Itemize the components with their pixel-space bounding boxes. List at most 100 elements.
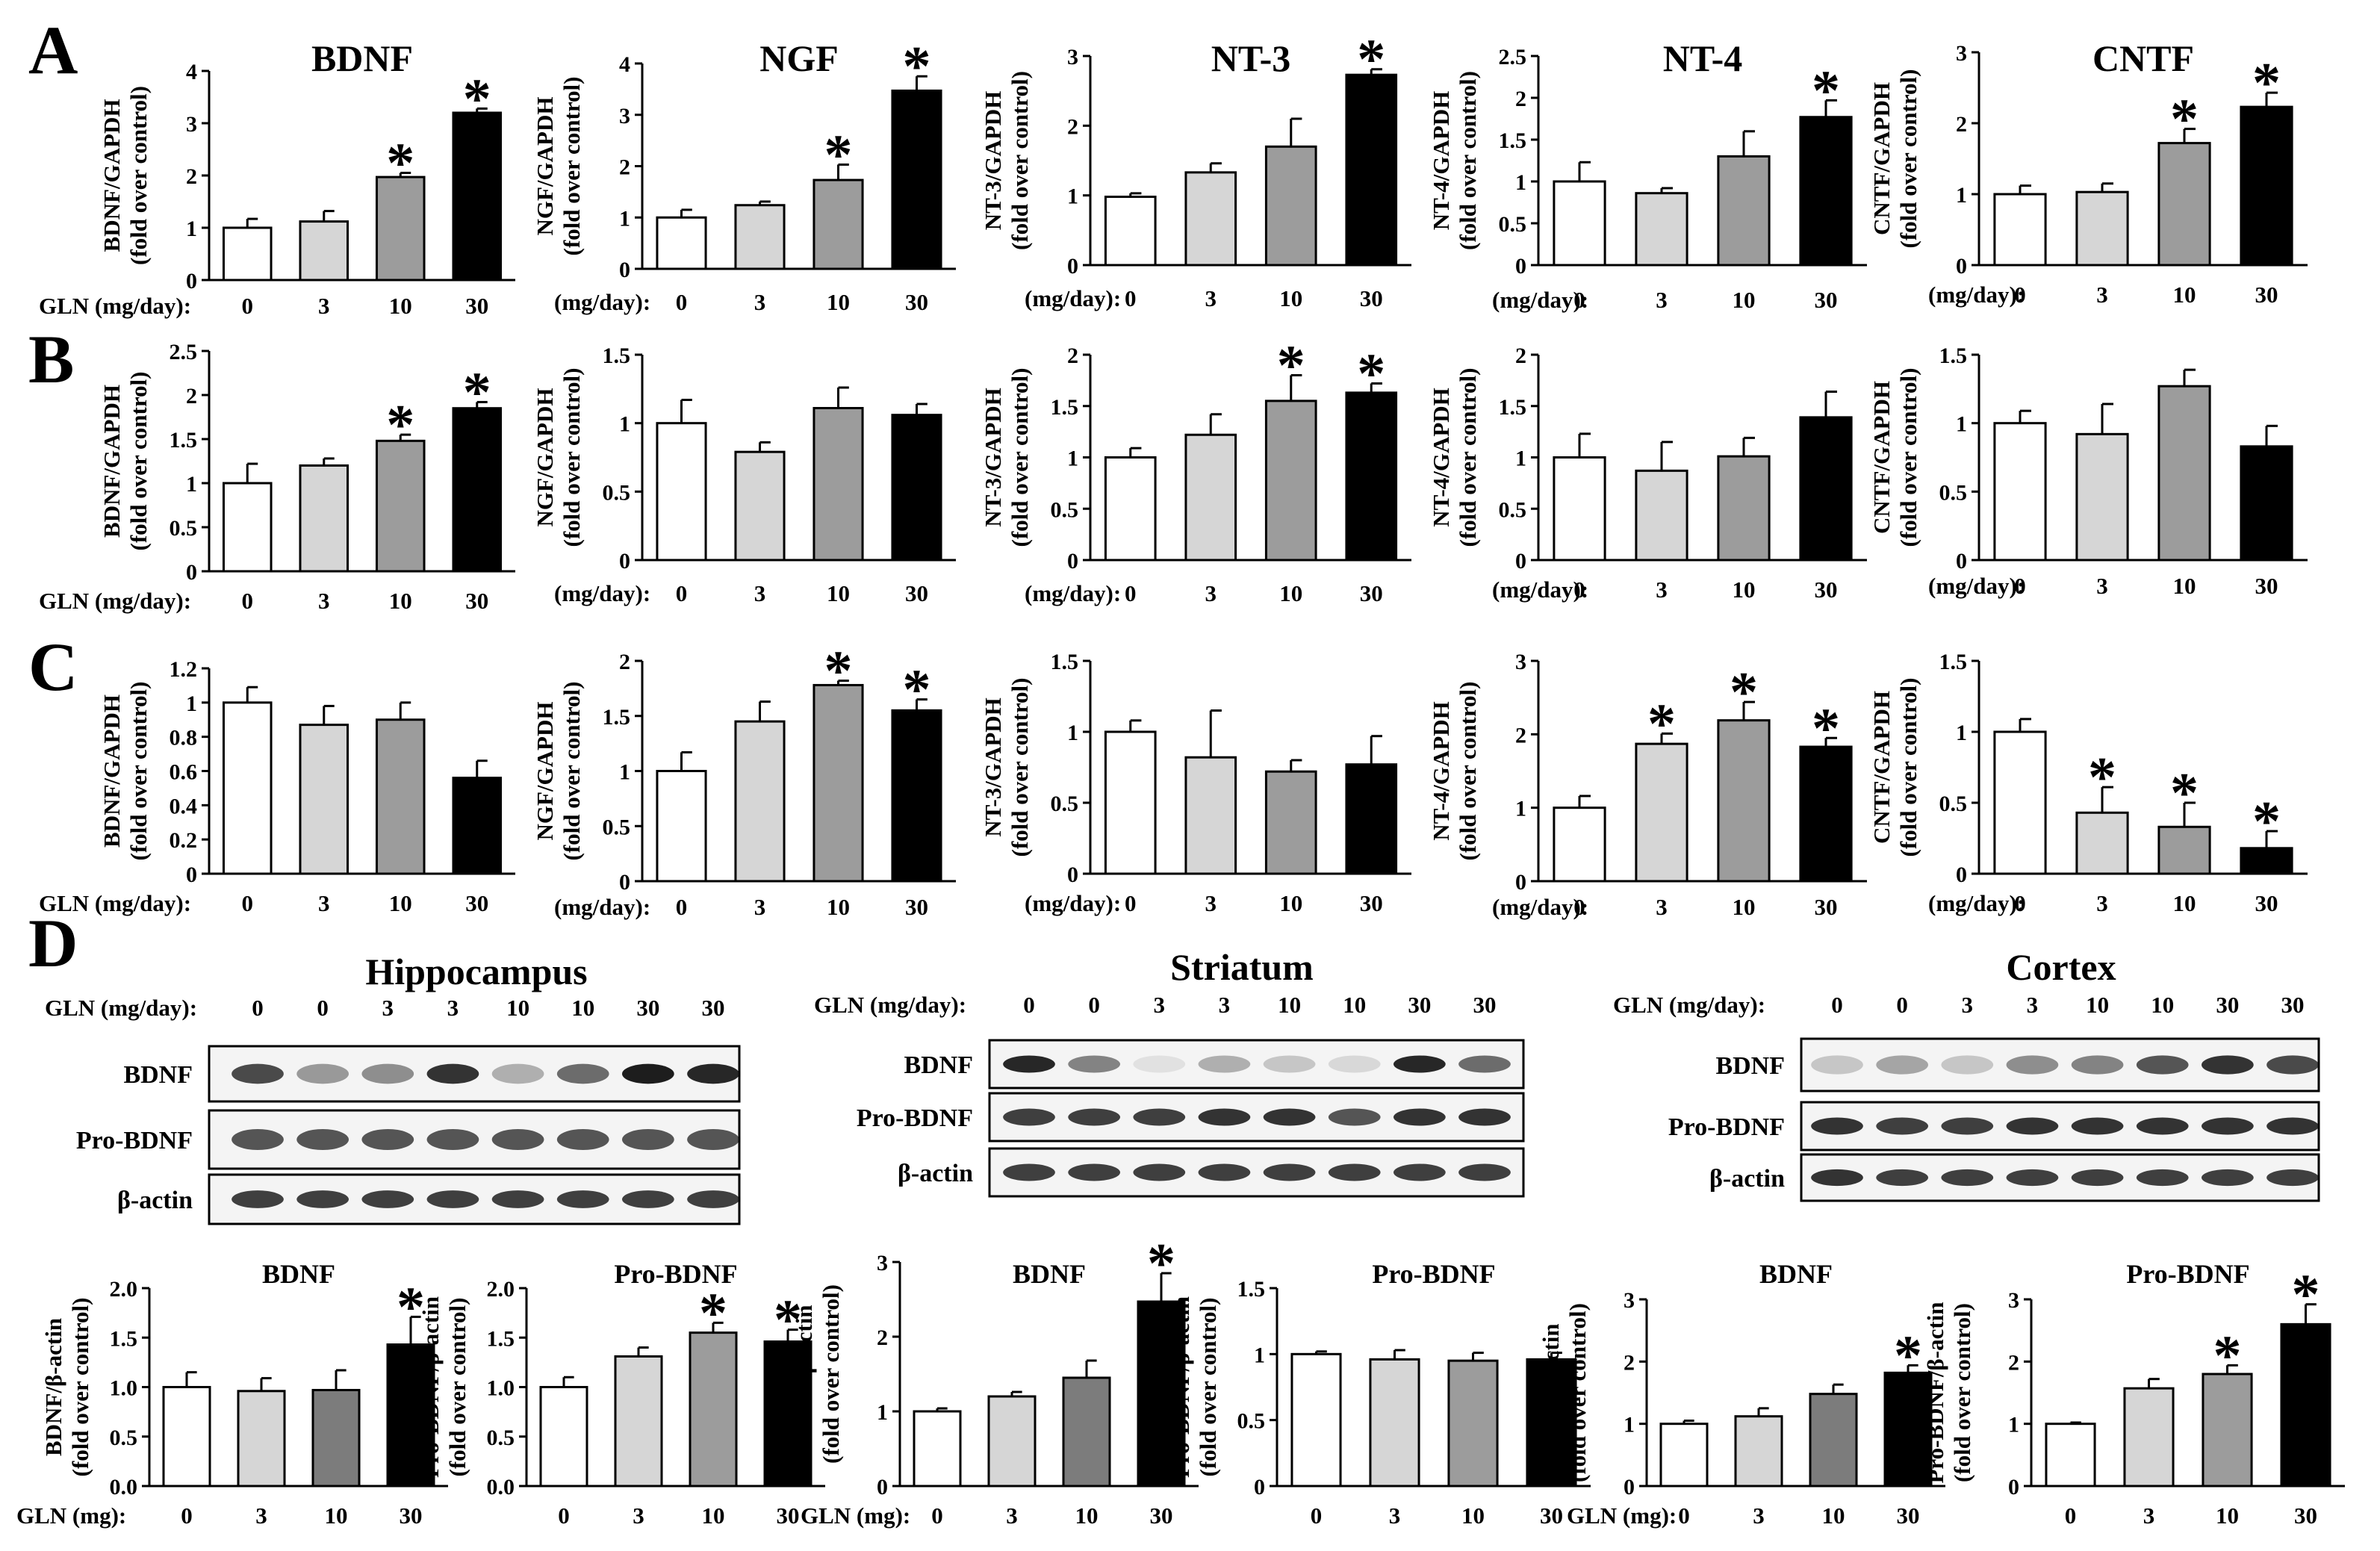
- y-tick-label: 0.5: [1499, 212, 1527, 237]
- chart-title: BDNF: [262, 1259, 335, 1289]
- bar-10: [1264, 400, 1317, 562]
- x-tick-label: 0: [181, 1502, 193, 1529]
- blot-band: [1198, 1163, 1251, 1181]
- bar-3: [1369, 1358, 1420, 1488]
- x-axis-prefix: GLN (mg):: [801, 1502, 910, 1529]
- significance-asterisk: *: [386, 394, 414, 456]
- significance-asterisk: *: [774, 1289, 802, 1352]
- x-tick-label: 3: [1205, 580, 1217, 606]
- y-tick-label: 2: [877, 1325, 888, 1350]
- bar-30: [891, 709, 942, 883]
- bar-30: [763, 1340, 813, 1488]
- x-tick-label: 3: [1656, 287, 1668, 313]
- blot-lane-label: 30: [1473, 992, 1497, 1018]
- x-tick-label: 0: [1125, 580, 1137, 606]
- blot-band: [1328, 1163, 1381, 1181]
- y-tick-label: 1.5: [110, 1326, 138, 1351]
- bar-3: [1635, 192, 1688, 267]
- x-tick-label: 10: [1461, 1502, 1485, 1529]
- y-tick-label: 1.5: [487, 1326, 515, 1351]
- chart-b2: 0 0.5 1 1.5 NGF/GAPDH(fold over control) 0 3 10…: [532, 344, 956, 606]
- y-axis-label: NT-3/GAPDH(fold over control): [980, 678, 1033, 857]
- bar-10: [2202, 1373, 2253, 1488]
- blot-lane-label: 3: [447, 995, 459, 1021]
- significance-asterisk: *: [397, 1275, 425, 1338]
- blot-band: [1458, 1055, 1511, 1073]
- chart-title: NT-4: [1663, 37, 1743, 79]
- chart-title: Pro-BDNF: [2126, 1259, 2249, 1289]
- y-tick-label: 2: [1515, 87, 1526, 111]
- significance-asterisk: *: [903, 35, 931, 98]
- y-axis-label: BDNF/β-actin(fold over control): [791, 1284, 844, 1464]
- blot-band: [2136, 1055, 2189, 1075]
- region-title-hippocampus: Hippocampus: [365, 951, 587, 992]
- western-blots: GLN (mg/day): 0 0 3 3 10 10 30 30BDNFPro-BDNFβ-a…: [45, 992, 2320, 1225]
- x-tick-label: 30: [400, 1502, 423, 1529]
- significance-asterisk: *: [2213, 1324, 2242, 1387]
- blot-band: [2006, 1169, 2059, 1187]
- chart-b3: 0 0.5 1 1.5 2 NT-3/GAPDH(fold over control) 0 3…: [980, 335, 1411, 606]
- y-tick-label: 1.0: [487, 1376, 515, 1401]
- x-tick-label: 10: [1279, 890, 1302, 916]
- y-axis-label: NT-3/GAPDH(fold over control): [980, 71, 1033, 250]
- x-axis-prefix: (mg/day):: [1025, 890, 1121, 916]
- bar-10: [1717, 719, 1771, 883]
- y-axis-label: Pro-BDNF/β-actin(fold over control): [417, 1296, 470, 1478]
- y-axis-label-line: BDNF/β-actin: [1538, 1323, 1564, 1461]
- chart-title: BDNF: [311, 37, 413, 79]
- y-axis-label: NT-4/GAPDH(fold over control): [1428, 71, 1481, 250]
- y-tick-label: 1: [1067, 447, 1078, 471]
- y-axis-label: Pro-BDNF/β-actin(fold over control): [1168, 1296, 1221, 1478]
- x-tick-label: 10: [827, 580, 850, 606]
- blot-band: [491, 1063, 544, 1084]
- y-tick-label: 1: [1956, 412, 1967, 437]
- x-tick-label: 3: [1753, 1502, 1765, 1529]
- bar-3: [734, 720, 786, 883]
- blot-band: [1458, 1108, 1511, 1126]
- bar-10: [1264, 770, 1317, 875]
- x-tick-label: 3: [754, 289, 766, 315]
- blot-row-label: BDNF: [904, 1051, 973, 1079]
- y-tick-label: 0.5: [170, 516, 198, 541]
- bar-3: [1184, 433, 1237, 562]
- x-tick-label: 0: [1125, 285, 1137, 311]
- y-axis-label-line: Pro-BDNF/β-actin: [1168, 1296, 1194, 1478]
- blot-row-label: Pro-BDNF: [76, 1127, 193, 1154]
- y-axis-label-line: (fold over control): [1455, 368, 1481, 547]
- y-axis-label-line: (fold over control): [1949, 1303, 1975, 1482]
- y-axis-label: NGF/GAPDH(fold over control): [532, 682, 585, 861]
- x-tick-label: 0: [1573, 287, 1585, 313]
- chart-c1: 0 0.2 0.4 0.6 0.8 1 1.2 BDNF/GAPDH(fold over co…: [39, 657, 515, 916]
- bar-30: [1345, 763, 1398, 875]
- blot-lane-label: 10: [1278, 992, 1301, 1018]
- bar-10: [689, 1331, 738, 1488]
- bar-0: [222, 482, 273, 573]
- bar-30: [891, 89, 942, 270]
- blot-band: [426, 1063, 479, 1084]
- bar-10: [1447, 1359, 1499, 1488]
- blot-lane-label: 0: [1023, 992, 1035, 1018]
- blot-band: [2202, 1117, 2254, 1135]
- bar-0: [1104, 196, 1157, 267]
- y-tick-label: 1: [1067, 184, 1078, 209]
- chart-d3: BDNF 0 1 2 3 BDNF/β-actin(fold over control) 0…: [791, 1232, 1199, 1529]
- x-tick-label: 3: [1656, 576, 1668, 603]
- blot-row-label: BDNF: [1715, 1052, 1785, 1080]
- blot-band: [2006, 1055, 2059, 1075]
- y-tick-label: 0: [1515, 870, 1526, 895]
- blot-band: [491, 1128, 544, 1151]
- bar-30: [891, 414, 942, 562]
- x-tick-label: 0: [676, 289, 688, 315]
- blot-row-label: β-actin: [898, 1160, 973, 1187]
- x-tick-label: 30: [2294, 1502, 2317, 1529]
- blot-lane-label: 10: [2151, 992, 2174, 1018]
- y-axis-label-line: (fold over control): [818, 1284, 844, 1464]
- bar-0: [1104, 456, 1157, 562]
- x-tick-label: 10: [389, 588, 412, 614]
- bar-30: [2280, 1322, 2331, 1488]
- bar-3: [1184, 171, 1237, 267]
- y-tick-label: 3: [2008, 1288, 2019, 1313]
- blot-lane-label: 30: [2216, 992, 2239, 1018]
- x-tick-label: 0: [1125, 890, 1137, 916]
- y-tick-label: 1.5: [1939, 344, 1968, 368]
